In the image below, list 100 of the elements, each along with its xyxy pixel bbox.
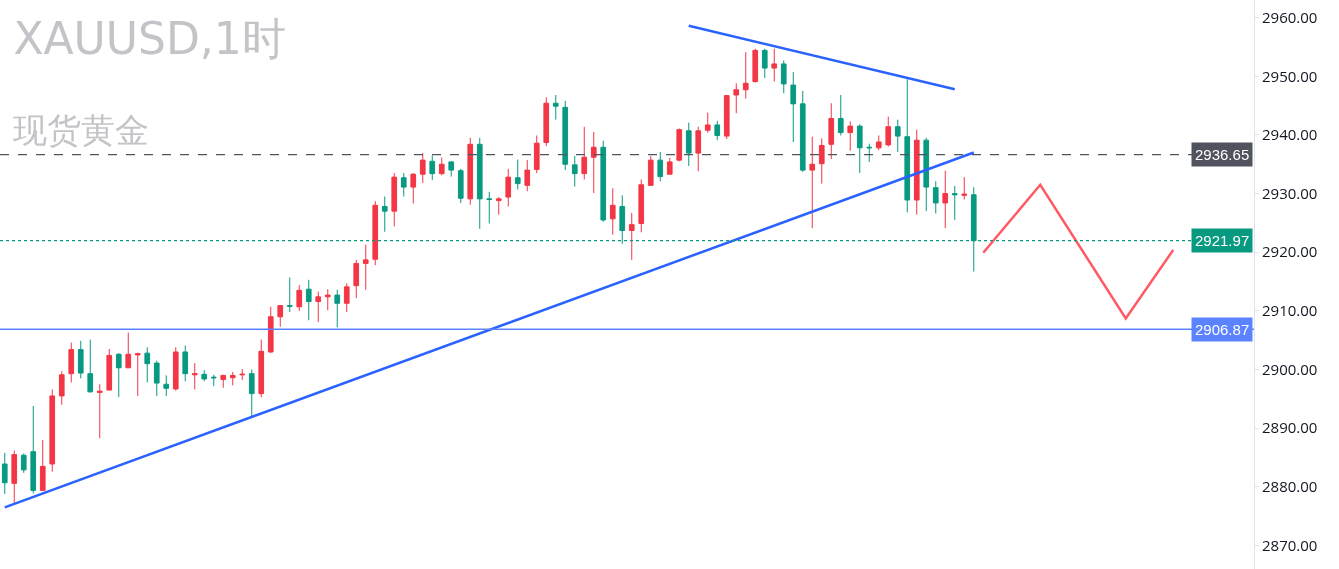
candlestick: [39, 439, 46, 491]
y-tick-label: 2940.00: [1262, 124, 1318, 145]
candlestick: [866, 143, 873, 163]
candlestick: [837, 94, 844, 136]
candlestick: [628, 212, 635, 261]
candlestick: [30, 405, 37, 494]
candlestick: [666, 157, 673, 175]
candlestick: [885, 116, 892, 148]
candlestick: [514, 159, 521, 190]
candlestick: [391, 172, 398, 227]
candlestick: [438, 157, 445, 176]
candlestick: [96, 383, 103, 439]
candlestick: [733, 82, 740, 114]
candlestick: [134, 352, 141, 397]
text: 现货黄金: [13, 109, 150, 150]
candlestick: [343, 282, 350, 313]
candlestick: [790, 71, 797, 143]
candlestick: [229, 371, 236, 386]
candlestick: [609, 187, 616, 236]
candlestick: [552, 94, 559, 121]
candlestick: [362, 244, 369, 291]
candlestick: [87, 339, 94, 393]
ref-line-label: 2936.65: [1195, 146, 1250, 163]
candlestick: [856, 123, 863, 174]
candlestick: [571, 155, 578, 188]
y-tick-label: 2950.00: [1262, 65, 1318, 86]
candlestick: [932, 180, 939, 215]
y-tick-label: 2930.00: [1262, 182, 1318, 203]
y-tick-label: 2900.00: [1262, 358, 1318, 379]
candlestick: [562, 100, 569, 171]
candlestick: [182, 345, 189, 382]
candlestick: [49, 389, 56, 473]
y-tick-label: 2920.00: [1262, 241, 1318, 262]
candlestick: [761, 48, 768, 79]
candlestick: [239, 368, 246, 381]
candlestick: [904, 78, 911, 213]
candlestick: [125, 332, 132, 369]
candlestick: [524, 159, 531, 192]
candlestick: [951, 185, 958, 221]
candlestick: [353, 259, 360, 299]
candlestick: [410, 172, 417, 205]
candlestick: [704, 112, 711, 134]
candlestick: [476, 137, 483, 230]
candlestick: [1, 452, 8, 495]
y-tick-label: 2880.00: [1262, 476, 1318, 497]
candlestick: [191, 362, 198, 390]
candlestick: [961, 176, 968, 200]
candlestick: [11, 450, 18, 505]
candlestick: [220, 374, 227, 389]
candlestick: [286, 276, 293, 313]
candlestick: [210, 374, 217, 387]
candlestick: [723, 94, 730, 140]
candlestick: [372, 200, 379, 266]
candlestick: [638, 179, 645, 233]
candlestick: [106, 348, 113, 391]
candlestick: [400, 172, 407, 198]
y-tick-label: 2910.00: [1262, 300, 1318, 321]
candlestick: [457, 168, 464, 204]
candlestick: [818, 137, 825, 185]
candlestick: [334, 289, 341, 328]
candlestick: [828, 102, 835, 160]
candlestick: [923, 137, 930, 212]
candlestick: [153, 360, 160, 397]
ref-line-label: 2921.97: [1195, 232, 1250, 249]
candlestick: [486, 191, 493, 224]
candlestick: [315, 291, 322, 323]
candlestick: [590, 131, 597, 194]
candlestick: [172, 346, 179, 392]
ref-line-label: 2906.87: [1195, 321, 1250, 338]
candlestick: [657, 151, 664, 182]
candlestick: [201, 369, 208, 382]
candlestick: [267, 306, 274, 354]
candlestick: [324, 288, 331, 311]
y-tick-label: 2890.00: [1262, 417, 1318, 438]
candlestick: [581, 126, 588, 180]
candlestick: [296, 284, 303, 312]
candlestick: [780, 59, 787, 94]
candlestick: [799, 90, 806, 173]
chart-title: XAUUSD,1时: [13, 12, 286, 64]
y-tick-label: 2870.00: [1262, 534, 1318, 555]
candlestick: [942, 170, 949, 229]
candlestick: [467, 137, 474, 206]
candlestick: [448, 160, 455, 178]
candlestick: [20, 452, 27, 474]
candlestick: [258, 339, 265, 398]
candlestick: [115, 352, 122, 398]
candlestick: [847, 120, 854, 152]
candlestick: [752, 48, 759, 84]
candlestick: [875, 135, 882, 151]
candlestick: [742, 51, 749, 100]
candlestick: [543, 96, 550, 147]
candlestick: [685, 122, 692, 167]
candlestick: [533, 135, 540, 174]
candlestick: [381, 196, 388, 233]
candlestick: [277, 304, 284, 328]
candlestick: [419, 152, 426, 184]
candlestick: [894, 119, 901, 153]
candlestick: [505, 168, 512, 207]
candlestick: [913, 129, 920, 216]
candlestick: [495, 196, 502, 216]
